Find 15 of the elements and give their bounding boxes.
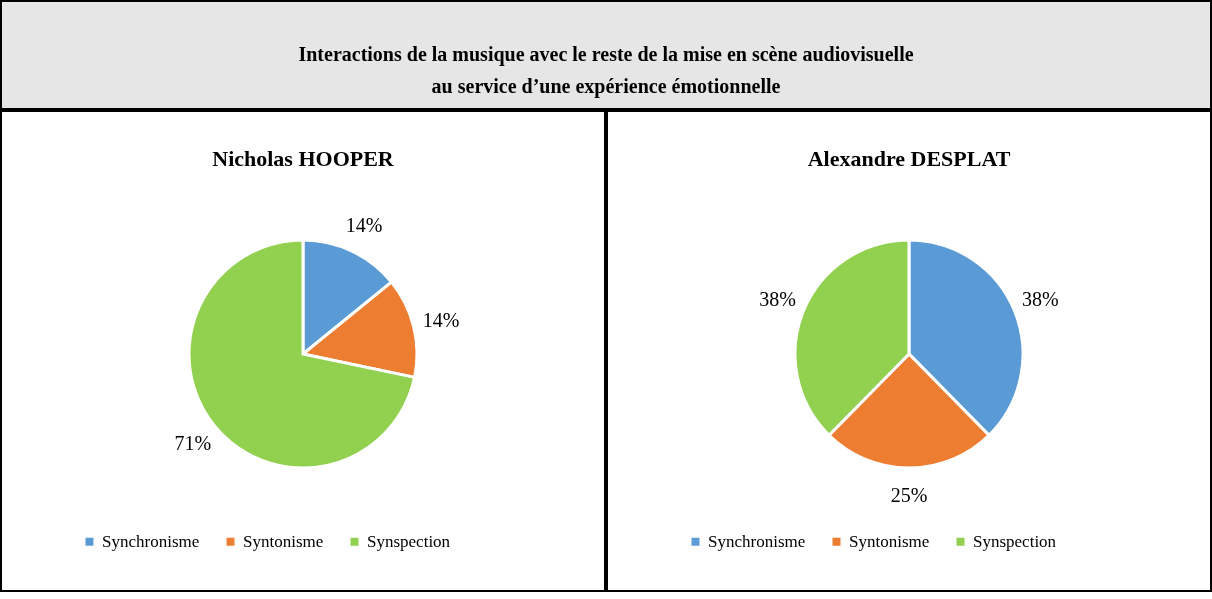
- legend-label: Synchronisme: [708, 531, 806, 551]
- chart-title: Alexandre DESPLAT: [807, 146, 1011, 171]
- text: Interactions de la musique avec le reste de la mise en scène audiovisuelle au service d’une expérience émotionnelle: [298, 43, 914, 98]
- legend-label: Synchronisme: [102, 531, 200, 551]
- legend-label: Syntonisme: [243, 531, 324, 551]
- legend-label: Synspection: [367, 531, 451, 551]
- data-label: 38%: [759, 288, 796, 311]
- data-label: 25%: [890, 484, 928, 506]
- data-label: 14%: [422, 308, 460, 331]
- chart-title: Nicholas HOOPER: [212, 146, 395, 171]
- legend-label: Syntonisme: [849, 531, 930, 551]
- legend-label: Synspection: [973, 531, 1057, 551]
- data-label: 14%: [345, 213, 383, 236]
- data-label: 38%: [1022, 288, 1059, 311]
- data-label: 71%: [174, 431, 212, 454]
